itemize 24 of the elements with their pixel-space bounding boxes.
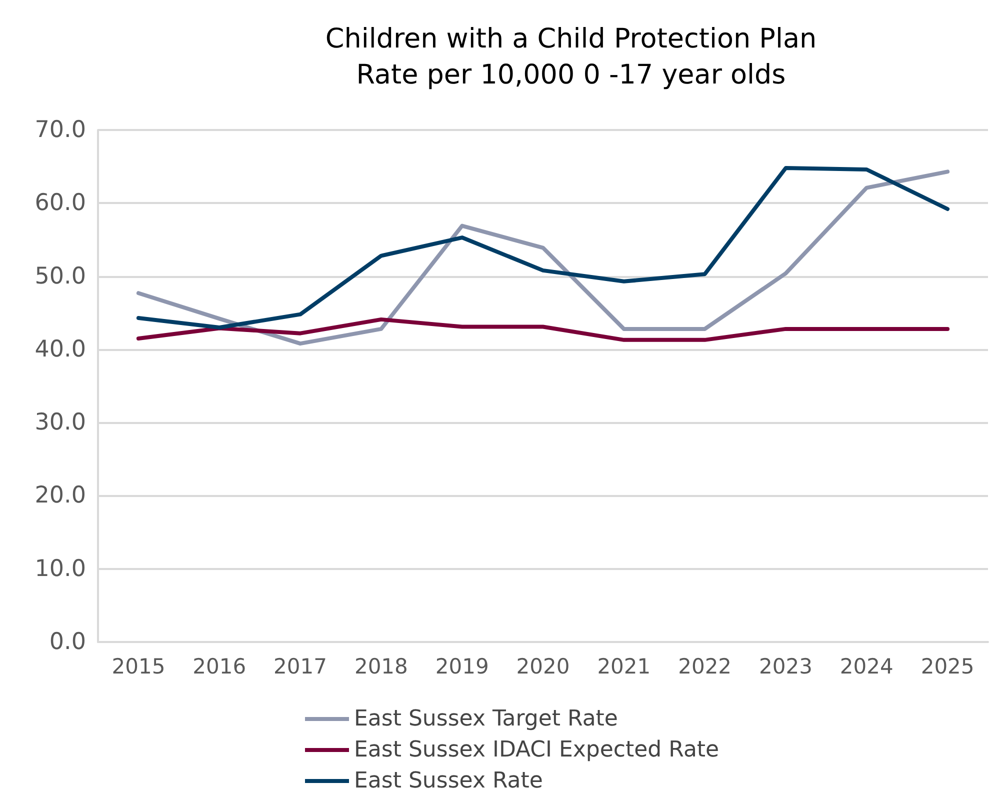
x-tick-label: 2017 [274, 654, 327, 678]
x-tick-label: 2015 [112, 654, 166, 678]
x-tick-label: 2022 [678, 654, 732, 678]
y-tick-label: 70.0 [34, 117, 86, 143]
y-tick-label: 20.0 [34, 482, 86, 509]
y-tick-label: 60.0 [34, 190, 86, 216]
x-tick-label: 2020 [516, 654, 570, 678]
x-tick-label: 2024 [840, 654, 894, 678]
x-tick-label: 2016 [192, 654, 246, 678]
y-tick-label: 40.0 [34, 336, 86, 362]
chart-title: Children with a Child Protection Plan Rate per 10,000 0 -17 year olds [325, 24, 817, 90]
legend-label: East Sussex Rate [354, 768, 543, 794]
y-tick-label: 0.0 [49, 629, 86, 655]
x-tick-label: 2018 [354, 654, 408, 678]
x-tick-label: 2025 [920, 654, 974, 678]
x-tick-label: 2021 [597, 654, 651, 678]
y-tick-label: 10.0 [34, 556, 86, 582]
y-tick-label: 50.0 [34, 263, 86, 290]
legend-label: East Sussex IDACI Expected Rate [354, 738, 720, 762]
x-tick-label: 2019 [435, 654, 489, 678]
y-tick-label: 30.0 [34, 410, 86, 436]
legend-label: East Sussex Target Rate [354, 706, 618, 732]
line-series [136, 317, 950, 342]
x-tick-label: 2023 [759, 654, 812, 678]
